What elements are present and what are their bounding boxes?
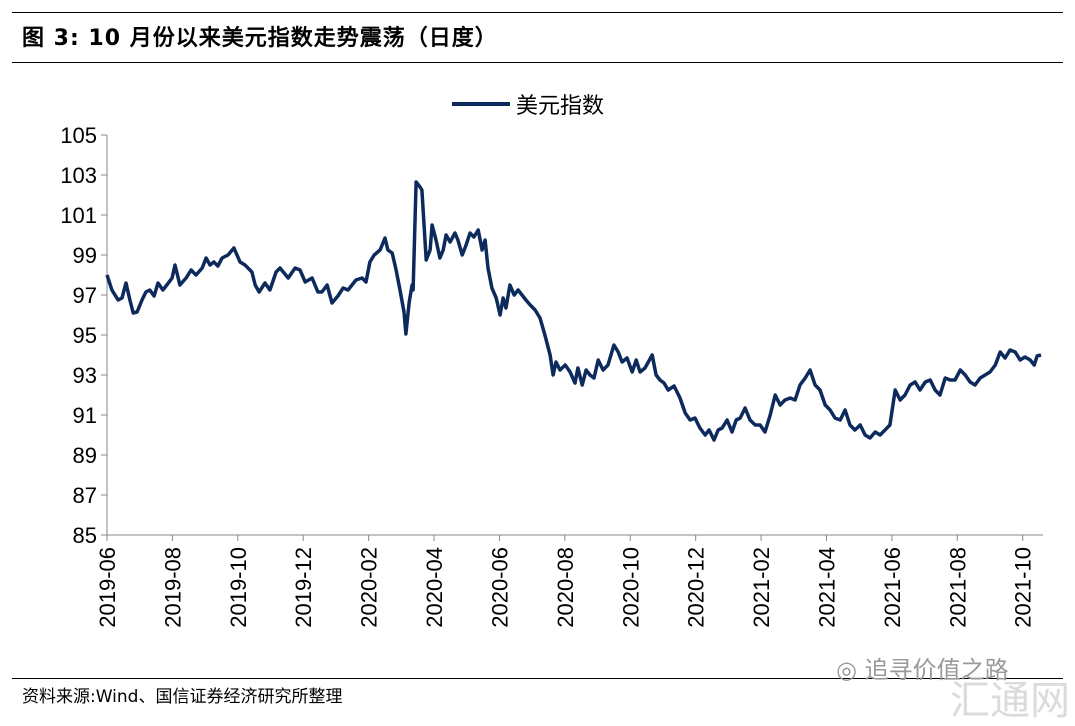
x-tick-label: 2020-08 [553, 547, 578, 628]
y-tick-label: 103 [60, 163, 97, 188]
y-tick-label: 101 [60, 203, 97, 228]
figure-title: 图 3: 10 月份以来美元指数走势震荡（日度） [22, 26, 498, 51]
x-tick-label: 2020-06 [487, 547, 512, 628]
site-watermark: 汇通网 [950, 678, 1070, 724]
x-tick-label: 2021-04 [814, 547, 839, 628]
x-tick-label: 2020-12 [684, 547, 709, 628]
wechat-icon: ◎ [836, 656, 865, 684]
y-tick-label: 87 [73, 483, 97, 508]
x-tick-label: 2021-10 [1011, 547, 1036, 628]
x-tick-label: 2020-04 [422, 547, 447, 628]
x-tick-label: 2021-08 [945, 547, 970, 628]
legend: 美元指数 [452, 94, 604, 119]
y-tick-label: 89 [73, 443, 97, 468]
source-rule [12, 678, 1063, 679]
y-tick-label: 93 [73, 363, 97, 388]
x-tick-label: 2019-06 [95, 547, 120, 628]
x-tick-label: 2019-10 [226, 547, 251, 628]
legend-label: 美元指数 [516, 94, 604, 119]
x-tick-label: 2020-02 [357, 547, 382, 628]
series-line-dollar-index [105, 180, 1042, 442]
x-tick-label: 2021-06 [880, 547, 905, 628]
y-tick-label: 91 [73, 403, 97, 428]
y-tick-label: 85 [73, 523, 97, 548]
y-tick-label: 97 [73, 283, 97, 308]
x-tick-label: 2020-10 [618, 547, 643, 628]
y-tick-label: 99 [73, 243, 97, 268]
y-tick-label: 105 [60, 123, 97, 148]
x-tick-label: 2019-08 [160, 547, 185, 628]
source-note: 资料来源:Wind、国信证券经济研究所整理 [22, 687, 343, 707]
wechat-watermark: ◎ 追寻价值之路 [836, 650, 1009, 685]
x-tick-label: 2021-02 [749, 547, 774, 628]
title-rule [12, 62, 1063, 63]
watermark-account: 追寻价值之路 [864, 656, 1009, 684]
y-tick-label: 95 [73, 323, 97, 348]
x-tick-label: 2019-12 [291, 547, 316, 628]
top-rule [12, 12, 1063, 13]
line-chart: 美元指数 85 87 89 91 93 95 97 99 101 103 105 2019-06 201… [60, 94, 1043, 628]
